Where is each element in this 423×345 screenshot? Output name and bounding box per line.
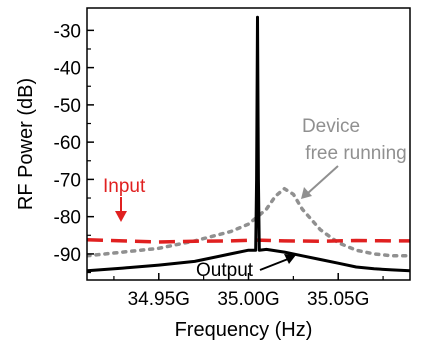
y-tick-label: -90 — [54, 245, 81, 266]
annotation-device-arrowhead — [301, 187, 312, 199]
x-tick-label: 35.00G — [217, 289, 279, 310]
annotation-output-arrow — [259, 258, 289, 271]
y-tick-label: -30 — [54, 21, 81, 42]
annotation-device-line2: free running — [305, 143, 406, 164]
y-tick-label: -40 — [54, 59, 81, 80]
x-axis-title: Frequency (Hz) — [175, 319, 313, 341]
annotation-input: Input — [103, 176, 146, 197]
series-group — [87, 15, 410, 273]
y-tick-label: -60 — [54, 133, 81, 154]
y-axis-title: RF Power (dB) — [15, 78, 37, 210]
annotations: Input Device free running Output — [103, 116, 407, 281]
y-tick-label: -50 — [54, 96, 81, 117]
x-tick-label: 34.95G — [128, 289, 190, 310]
annotation-device-line1: Device — [302, 116, 360, 137]
series-line-input — [87, 238, 410, 244]
annotation-output-arrowhead — [284, 254, 296, 264]
y-tick-label: -80 — [54, 208, 81, 229]
annotation-output: Output — [196, 260, 254, 281]
series-line-output — [87, 15, 410, 273]
axes: -30 -40 -50 -60 -70 -80 -90 34.95G 35.00G 35.05G F… — [15, 7, 411, 341]
x-tick-label: 35.05G — [307, 289, 369, 310]
annotation-device-arrow — [307, 165, 339, 194]
plot-area — [87, 15, 410, 273]
y-tick-label: -70 — [54, 170, 81, 191]
series-line-device-free-running — [87, 186, 410, 258]
annotation-input-arrowhead — [115, 211, 127, 222]
